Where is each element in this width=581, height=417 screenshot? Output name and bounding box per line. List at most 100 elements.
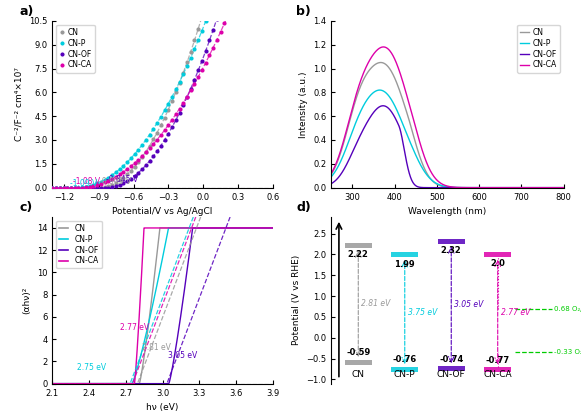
Point: [171, 111, 181, 118]
FancyBboxPatch shape: [437, 239, 465, 244]
Point: [123, 171, 132, 178]
Point: [74, 184, 83, 191]
Point: [182, 94, 192, 100]
Point: [63, 184, 72, 191]
CN-OF: [465, 185, 472, 190]
CN-P: [564, 185, 571, 190]
FancyBboxPatch shape: [391, 252, 418, 257]
Point: [85, 183, 94, 190]
CN: [328, 172, 335, 177]
CN: [479, 185, 486, 190]
Point: [81, 184, 91, 191]
Point: [141, 162, 150, 168]
Point: [152, 129, 162, 136]
Point: [107, 183, 117, 190]
Point: [167, 124, 177, 131]
Point: [126, 176, 135, 182]
Point: [205, 37, 214, 44]
Point: [141, 149, 150, 156]
CN-CA: [200, 226, 207, 231]
CN-CA: [49, 381, 56, 386]
CN-OF: [225, 226, 232, 231]
Text: 0.68 O₂/H₂O₂: 0.68 O₂/H₂O₂: [554, 306, 581, 312]
CN-CA: [221, 226, 228, 231]
FancyBboxPatch shape: [345, 360, 372, 365]
Text: 1.99: 1.99: [394, 260, 415, 269]
CN-P: [532, 185, 539, 190]
CN-OF: [564, 185, 571, 190]
X-axis label: Potential/V vs Ag/AgCl: Potential/V vs Ag/AgCl: [113, 207, 213, 216]
Point: [201, 18, 210, 25]
Point: [74, 184, 83, 191]
Point: [198, 28, 207, 34]
CN-OF: [200, 226, 207, 231]
Text: 2.32: 2.32: [441, 246, 462, 255]
Point: [167, 98, 177, 104]
Point: [171, 86, 181, 93]
Point: [48, 184, 57, 191]
CN-OF: [221, 226, 228, 231]
Point: [175, 105, 184, 112]
Point: [96, 184, 106, 191]
Point: [190, 45, 199, 52]
Text: 3.05 eV: 3.05 eV: [454, 300, 484, 309]
Point: [130, 163, 139, 170]
Text: -0.905 V: -0.905 V: [99, 177, 132, 186]
Point: [130, 173, 139, 179]
Legend: CN, CN-P, CN-OF, CN-CA: CN, CN-P, CN-OF, CN-CA: [56, 25, 95, 73]
Point: [85, 183, 94, 189]
CN-OF: [479, 185, 486, 190]
Point: [81, 184, 91, 191]
CN-CA: [71, 381, 78, 386]
CN-P: [376, 88, 383, 93]
CN-OF: [270, 226, 277, 231]
Point: [111, 179, 120, 186]
CN: [472, 185, 479, 190]
Y-axis label: C⁻²/F⁻² cm⁴×10⁷: C⁻²/F⁻² cm⁴×10⁷: [15, 67, 23, 141]
CN-P: [270, 226, 277, 231]
Point: [145, 158, 154, 164]
Text: 2.81 eV: 2.81 eV: [361, 299, 391, 308]
Point: [85, 184, 94, 191]
Point: [156, 132, 166, 138]
CN-CA: [141, 226, 148, 231]
Point: [160, 114, 169, 121]
Point: [70, 184, 80, 191]
Point: [119, 174, 128, 181]
Point: [123, 166, 132, 172]
Point: [107, 181, 117, 188]
FancyBboxPatch shape: [345, 243, 372, 248]
Point: [186, 54, 195, 61]
CN-OF: [472, 185, 479, 190]
Point: [186, 48, 195, 55]
Point: [149, 153, 158, 160]
Point: [92, 184, 102, 191]
Point: [178, 99, 188, 106]
Point: [164, 131, 173, 137]
Point: [107, 175, 117, 182]
Point: [126, 155, 135, 162]
Text: d): d): [296, 201, 311, 214]
CN: [270, 226, 277, 231]
Point: [96, 178, 106, 185]
Point: [152, 136, 162, 143]
Point: [130, 151, 139, 158]
Point: [119, 163, 128, 169]
Text: -1.09 V: -1.09 V: [70, 179, 98, 188]
CN-CA: [479, 185, 486, 190]
Point: [198, 58, 207, 64]
Point: [224, 12, 233, 18]
CN-P: [138, 350, 145, 355]
Point: [59, 184, 68, 191]
Point: [193, 25, 203, 32]
CN-P: [225, 226, 232, 231]
Point: [78, 184, 87, 191]
Point: [190, 80, 199, 87]
Point: [123, 159, 132, 166]
CN: [342, 133, 349, 138]
FancyBboxPatch shape: [484, 252, 511, 257]
Line: CN-OF: CN-OF: [52, 228, 273, 384]
CN: [200, 226, 207, 231]
Point: [74, 184, 83, 191]
Point: [126, 163, 135, 169]
